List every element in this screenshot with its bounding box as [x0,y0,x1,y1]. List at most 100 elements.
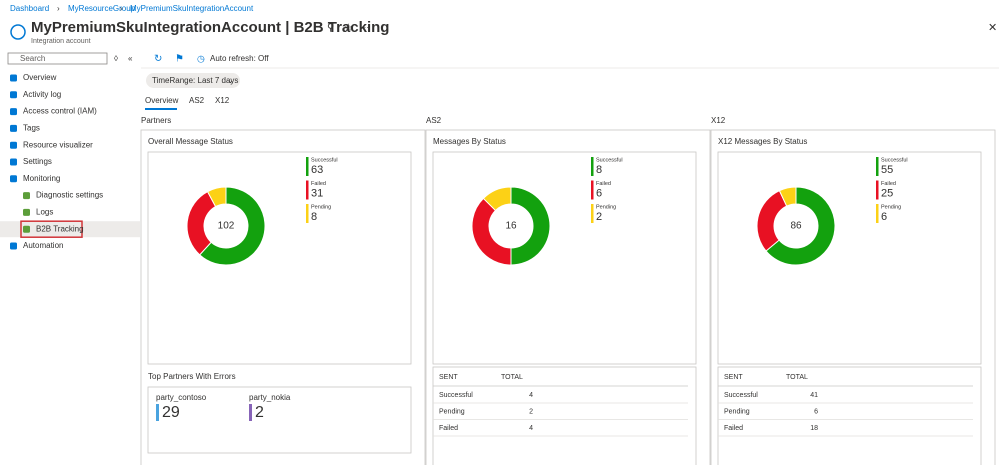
chart-box [717,151,982,365]
donut-segment [756,190,788,252]
pin[interactable]: ⚲ [327,23,334,34]
section-box [425,129,711,465]
partner-value: 2 [255,404,264,421]
donut-segment [206,186,227,208]
nav-item[interactable]: Access control (IAM) [23,107,97,116]
nav-item[interactable]: Overview [23,73,57,82]
cell: Failed [439,425,458,432]
legend-swatch [306,157,309,176]
collapse[interactable]: ◊ [114,54,118,63]
col-header: TOTAL [786,374,808,381]
legend-label: Successful [596,157,623,163]
auto-refresh[interactable]: Auto refresh: Off [210,54,269,63]
legend-value: 63 [311,164,323,176]
nav-icon [10,141,17,149]
panel-title: Overall Message Status [148,137,233,146]
nav-item[interactable]: Settings [23,157,52,166]
tab[interactable]: AS2 [189,96,205,105]
nav-item[interactable]: Diagnostic settings [36,191,103,200]
nav-icon [10,108,17,116]
legend-label: Failed [311,181,326,187]
legend-swatch [876,157,879,176]
col-header: TOTAL [501,374,523,381]
section-box [710,129,996,465]
chart-box [432,151,697,365]
cell: Pending [724,408,750,415]
filter-caret: ⌄ [227,76,234,85]
nav-highlight [20,220,83,238]
legend-swatch [591,157,594,176]
donut-segment [510,186,551,266]
nav-icon [10,74,17,82]
partner-name: party_nokia [249,393,291,402]
legend-swatch [876,204,879,223]
favorite[interactable]: ☆ [344,23,353,34]
donut-segment [778,186,797,207]
nav-item[interactable]: Monitoring [23,174,60,183]
crumb-sep: › [57,4,60,13]
partner-bar [249,404,252,421]
nav-item[interactable]: Tags [23,124,40,133]
nav-item[interactable]: Activity log [23,90,61,99]
feedback[interactable]: ⚑ [175,54,184,65]
more[interactable]: ··· [361,23,369,32]
nav-icon [10,124,17,132]
page-subtitle: Integration account [31,38,91,45]
legend-value: 8 [596,164,602,176]
cell: 6 [814,408,818,415]
legend-value: 2 [596,211,602,223]
legend-value: 25 [881,187,893,199]
crumb[interactable]: Dashboard [10,4,49,13]
legend-swatch [306,204,309,223]
legend-label: Successful [881,157,908,163]
donut-segment [482,186,512,212]
donut-segment [471,197,512,266]
cell: 4 [529,392,533,399]
table-box [432,366,697,465]
legend-label: Successful [311,157,338,163]
nav-icon [10,91,17,99]
partner-name: party_contoso [156,393,207,402]
panel-title: Messages By Status [433,137,506,146]
legend-label: Failed [596,181,611,187]
refresh[interactable]: ↻ [154,54,162,65]
nav-icon [23,192,30,200]
section-box [140,129,426,465]
legend-value: 31 [311,187,323,199]
nav-item[interactable]: Logs [36,208,53,217]
cell: Pending [439,408,465,415]
tab[interactable]: Overview [145,96,179,105]
nav-icon [23,225,30,233]
tab[interactable]: X12 [215,96,230,105]
collapse[interactable]: « [128,54,133,63]
filter-text: TimeRange: Last 7 days [152,76,238,85]
col-header: SENT [439,374,458,381]
tab-underline [145,108,177,110]
legend-swatch [591,180,594,200]
nav-item[interactable]: B2B Tracking [36,224,84,233]
panel-title: X12 Messages By Status [718,137,807,146]
search-box[interactable] [7,52,108,65]
panel-title: Top Partners With Errors [148,372,236,381]
legend-label: Failed [881,181,896,187]
filter-pill[interactable] [146,73,240,88]
donut-total: 102 [218,221,235,232]
nav-icon [10,242,17,250]
nav-item[interactable]: Automation [23,241,63,250]
page-title: MyPremiumSkuIntegrationAccount | B2B Tra… [31,19,389,36]
cell: Successful [724,392,758,399]
nav-item[interactable]: Resource visualizer [23,140,93,149]
crumb[interactable]: MyPremiumSkuIntegrationAccount [130,4,254,13]
clock[interactable]: ◷ [197,53,205,63]
close[interactable]: ✕ [988,22,997,34]
crumb-sep: › [120,4,123,13]
crumb[interactable]: MyResourceGroup [68,4,136,13]
nav-icon [10,158,17,166]
section-label: Partners [141,116,171,125]
legend-label: Pending [311,204,331,210]
section-label: X12 [711,116,726,125]
donut-total: 86 [790,221,802,232]
legend-label: Pending [881,204,901,210]
table-box [717,366,982,465]
resource-icon [10,24,26,40]
